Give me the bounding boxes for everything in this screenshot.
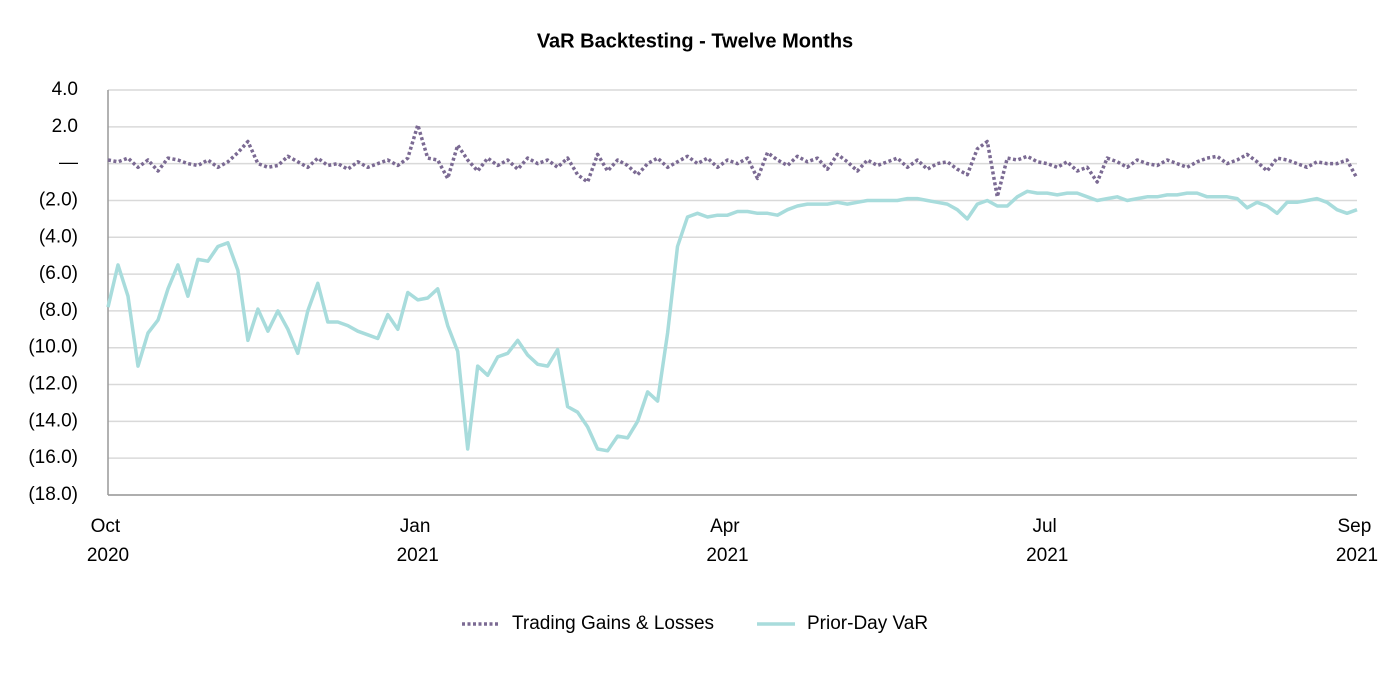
x-tick-label: Jul 2021: [1026, 516, 1068, 566]
y-tick-label: (4.0): [39, 226, 78, 247]
x-tick-label: Oct 2020: [87, 516, 129, 566]
y-tick-label: 4.0: [52, 79, 78, 100]
y-tick-label: —: [59, 153, 78, 174]
y-tick-label: (6.0): [39, 263, 78, 284]
legend-label: Trading Gains & Losses: [512, 613, 714, 634]
series-line: [107, 123, 1359, 199]
x-tick-label: Sep 2021: [1336, 516, 1378, 566]
y-tick-label: (12.0): [28, 374, 78, 395]
y-tick-label: (10.0): [28, 337, 78, 358]
x-tick-label: Jan 2021: [397, 516, 439, 566]
y-tick-label: (2.0): [39, 189, 78, 210]
y-tick-label: (16.0): [28, 447, 78, 468]
chart-title: VaR Backtesting - Twelve Months: [537, 30, 853, 52]
y-tick-label: 2.0: [52, 116, 78, 137]
y-tick-label: (8.0): [39, 300, 78, 321]
y-tick-label: (18.0): [28, 484, 78, 505]
legend-label: Prior-Day VaR: [807, 613, 928, 634]
x-tick-label: Apr 2021: [706, 516, 748, 566]
y-tick-label: (14.0): [28, 410, 78, 431]
series-line: [106, 189, 1358, 453]
